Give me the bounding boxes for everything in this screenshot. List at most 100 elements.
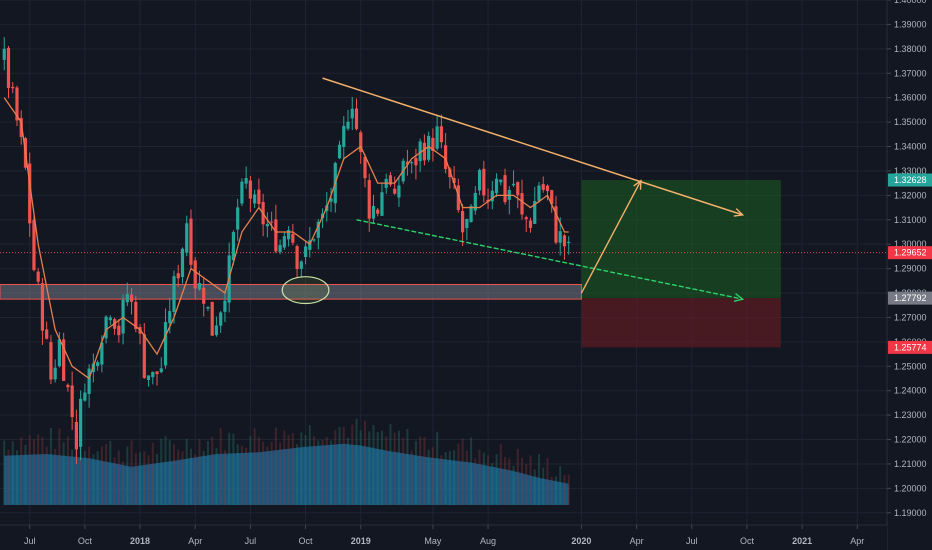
y-axis-panel (887, 0, 932, 550)
lower-trendline (356, 219, 743, 300)
x-tick-label: 2020 (571, 536, 591, 546)
candle-body (79, 398, 83, 447)
candle-body (240, 181, 244, 204)
candle-body (180, 248, 185, 277)
volume-bar (474, 458, 477, 505)
y-tick-label: 1.35000 (894, 117, 927, 127)
y-tick-label: 1.30000 (894, 239, 927, 249)
target-box (581, 180, 781, 299)
volume-bar (79, 440, 82, 505)
volume-bar (406, 428, 409, 505)
volume-bar (228, 432, 231, 505)
volume-bar (49, 427, 52, 505)
candle-body (134, 301, 138, 329)
price-tag (888, 173, 932, 187)
candle-body (74, 421, 78, 450)
x-tick-label: 2021 (792, 536, 812, 546)
candle-body (197, 283, 202, 290)
x-tick-label: Apr (850, 536, 864, 546)
candle-body (499, 179, 503, 183)
volume-bar (521, 457, 524, 505)
volume-bar (92, 454, 95, 505)
volume-bar (546, 457, 549, 505)
candle-body (520, 193, 524, 215)
volume-bar (283, 430, 286, 505)
candle-body (380, 192, 384, 216)
candle-body (185, 223, 189, 253)
candle-body (253, 194, 257, 204)
candle-body (376, 209, 380, 214)
candle-body (219, 312, 223, 326)
volume-bar (410, 450, 413, 505)
candle-body (40, 283, 45, 331)
volume-bar (499, 443, 502, 505)
candle-body (350, 108, 354, 119)
volume-bar (211, 437, 214, 505)
volume-bar (453, 450, 456, 505)
volume-bar (236, 444, 239, 505)
moving-average (3, 97, 569, 380)
volume-area (3, 418, 570, 505)
candle-body (303, 246, 308, 258)
volume-bar (88, 446, 91, 505)
volume-bar (380, 430, 383, 505)
projection-arrow (580, 180, 642, 294)
candle-body (545, 185, 550, 192)
volume-bar (325, 436, 328, 505)
y-tick-label: 1.32000 (894, 190, 927, 200)
candle-body (393, 188, 397, 194)
volume-bar (440, 455, 443, 505)
candle-body (53, 367, 57, 380)
volume-bar (321, 439, 324, 505)
volume-bar (402, 437, 405, 505)
candle-body (104, 316, 108, 339)
candle-body (57, 339, 62, 367)
volume-bar (359, 430, 362, 505)
x-tick-label: May (424, 536, 442, 546)
candle-body (422, 142, 427, 161)
volume-bar (143, 451, 146, 505)
volume-bar (185, 438, 188, 505)
y-tick-label: 1.39000 (894, 19, 927, 29)
annotations (281, 77, 745, 305)
x-tick-label: Jul (24, 536, 36, 546)
volume-bar (537, 454, 540, 505)
volume-bar (223, 450, 226, 505)
candle-body (19, 118, 23, 137)
x-tick-label: Jul (245, 536, 257, 546)
candle-body (282, 236, 286, 248)
volume-bar (338, 427, 341, 505)
candle-body (70, 385, 74, 418)
price-tag-label: 1.29652 (894, 248, 927, 258)
candle-body (142, 334, 146, 378)
volume-bar (240, 445, 243, 505)
volume-bar (567, 474, 570, 505)
candle-body (248, 180, 252, 199)
x-tick-label: Apr (188, 536, 202, 546)
volume-bar (313, 436, 316, 505)
candle-body (129, 294, 134, 302)
candle-body (354, 108, 359, 130)
volume-bar (202, 450, 205, 505)
candle-body (346, 121, 350, 129)
volume-bar (270, 441, 273, 505)
volume-bar (363, 420, 366, 505)
stop-box (581, 298, 781, 348)
volume-bar (347, 437, 350, 505)
candle-body (265, 224, 269, 227)
y-tick-label: 1.38000 (894, 44, 927, 54)
candle-body (168, 311, 172, 324)
candle-body (62, 339, 66, 381)
candle-body (295, 246, 299, 269)
candle-body (193, 260, 197, 289)
candle-body (231, 232, 236, 261)
y-tick-label: 1.34000 (894, 142, 927, 152)
candle-body (435, 126, 439, 149)
candle-body (96, 362, 100, 366)
candle-body (6, 47, 11, 88)
y-tick-label: 1.37000 (894, 68, 927, 78)
volume-bar (189, 448, 192, 505)
